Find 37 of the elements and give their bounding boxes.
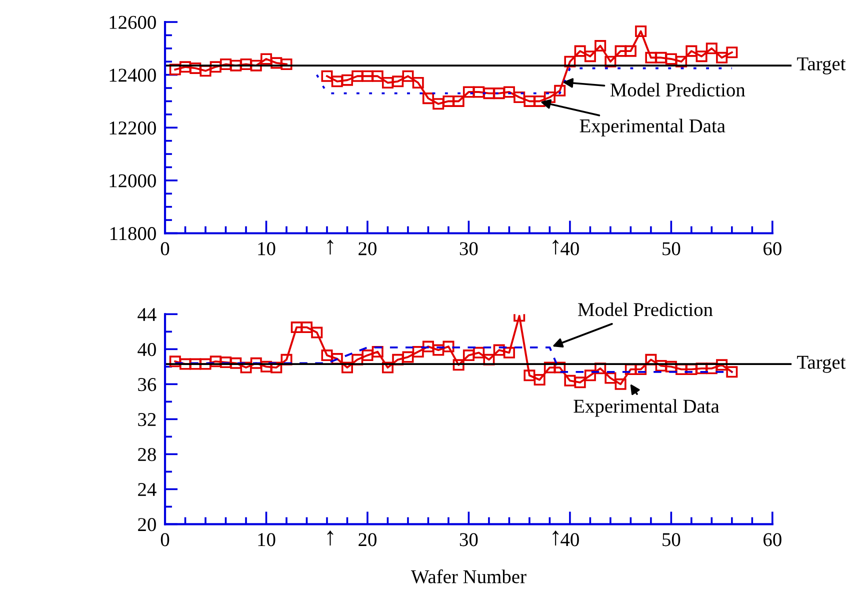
- y-tick-label: 28: [138, 448, 156, 462]
- text: ↑: [327, 530, 334, 546]
- y-tick-label: 32: [138, 413, 156, 426]
- annotation: Model Prediction: [610, 82, 746, 97]
- x-tick-label: 10: [258, 533, 276, 546]
- ref-line-label: Target: [797, 356, 846, 373]
- y-tick-label: 12200: [110, 121, 156, 135]
- x-tick-label: 50: [662, 533, 680, 546]
- y-tick-label: 12400: [110, 68, 156, 82]
- text: ↑: [552, 240, 559, 254]
- y-tick-label: 11800: [110, 227, 156, 240]
- x-tick-label: 50: [662, 242, 680, 256]
- x-tick-label: 10: [258, 242, 276, 256]
- y-tick-label: 20: [138, 518, 156, 532]
- x-tick-label: 30: [460, 533, 478, 546]
- x-tick-label: 20: [358, 533, 376, 546]
- x-tick-label: 0: [160, 533, 170, 546]
- x-tick-label: 20: [358, 242, 376, 256]
- text: ↑: [327, 240, 334, 254]
- y-tick-label: 12600: [110, 16, 156, 29]
- x-axis-title: Wafer Number: [410, 569, 526, 584]
- x-tick-label: 40: [560, 533, 579, 546]
- x-tick-label: 40: [560, 242, 579, 256]
- ref-line-label: Target: [797, 57, 846, 74]
- x-tick-label: 0: [160, 242, 170, 256]
- text: ↑: [552, 530, 559, 546]
- annotation: Experimental Data: [574, 399, 720, 417]
- annotation: Experimental Data: [580, 118, 726, 136]
- y-tick-label: 24: [138, 483, 156, 496]
- y-tick-label: 12000: [110, 174, 156, 188]
- x-tick-label: 60: [764, 533, 782, 546]
- y-tick-label: 40: [138, 342, 156, 356]
- x-tick-label: 30: [460, 242, 478, 256]
- x-tick-label: 60: [764, 242, 782, 256]
- annotation: Model Prediction: [578, 302, 713, 316]
- y-tick-label: 44: [138, 308, 156, 321]
- y-tick-label: 36: [138, 378, 156, 392]
